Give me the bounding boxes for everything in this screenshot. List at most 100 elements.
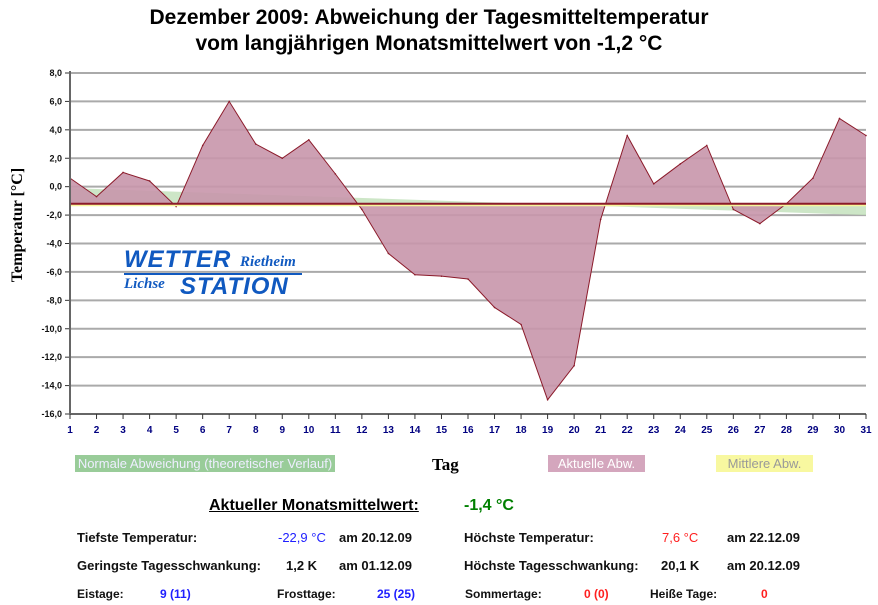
x-tick-label: 3 bbox=[120, 425, 126, 436]
data-point bbox=[599, 218, 602, 221]
monthly-mean-value: -1,4 °C bbox=[464, 497, 514, 514]
chart-svg: 8,0 6,0 4,0 2,0 0,0 -2,0 -4,0 -6,0 -8,0 -10,0 -12,… bbox=[9, 68, 872, 436]
ice-days-value: 9 (11) bbox=[160, 587, 191, 601]
legend-actual: Aktuelle Abw. bbox=[548, 455, 645, 472]
min-range-value: 1,2 K bbox=[286, 558, 318, 573]
data-point bbox=[148, 180, 151, 182]
x-tick-label: 26 bbox=[728, 425, 740, 436]
y-tick-label: -12,0 bbox=[41, 352, 62, 362]
x-tick-label: 13 bbox=[383, 425, 395, 436]
max-temp-date: am 22.12.09 bbox=[727, 530, 801, 545]
x-tick-label: 10 bbox=[303, 425, 315, 436]
y-tick-label: -2,0 bbox=[46, 210, 62, 220]
legend-mean: Mittlere Abw. bbox=[716, 455, 813, 472]
y-axis-label: Temperatur [°C] bbox=[9, 168, 26, 282]
data-point bbox=[228, 100, 230, 103]
mean-line-group bbox=[70, 202, 866, 207]
hot-days-label: Heiße Tage: bbox=[650, 587, 718, 601]
logo-lichse: Lichse bbox=[124, 276, 165, 292]
y-tick-label: -16,0 bbox=[41, 409, 62, 419]
data-point bbox=[254, 143, 257, 145]
data-point bbox=[308, 138, 310, 141]
data-point bbox=[493, 306, 496, 309]
summer-days-label: Sommertage: bbox=[465, 587, 542, 601]
y-tick-label: 2,0 bbox=[49, 153, 62, 163]
logo-divider bbox=[124, 273, 302, 275]
x-tick-label: 30 bbox=[834, 425, 846, 436]
x-tick-label: 19 bbox=[542, 425, 554, 436]
legend-normal: Normale Abweichung (theoretischer Verlau… bbox=[75, 455, 335, 472]
x-tick-label: 12 bbox=[356, 425, 368, 436]
axes: 8,0 6,0 4,0 2,0 0,0 -2,0 -4,0 -6,0 -8,0 -10,0 -12,… bbox=[41, 68, 872, 436]
x-tick-label: 11 bbox=[330, 425, 341, 436]
x-tick-label: 15 bbox=[436, 425, 448, 436]
chart-title-line2: vom langjährigen Monatsmittelwert von -1… bbox=[195, 32, 663, 55]
logo-wetter: WETTER bbox=[124, 246, 232, 273]
y-tick-label: 8,0 bbox=[49, 68, 62, 78]
x-tick-label: 7 bbox=[226, 425, 232, 436]
x-tick-label: 2 bbox=[94, 425, 100, 436]
x-tick-label: 31 bbox=[860, 425, 872, 436]
x-tick-label: 28 bbox=[781, 425, 793, 436]
min-temp-label: Tiefste Temperatur: bbox=[77, 530, 198, 545]
data-point bbox=[334, 173, 337, 175]
x-tick-label: 9 bbox=[279, 425, 285, 436]
y-tick-label: -10,0 bbox=[41, 324, 62, 334]
min-range-date: am 01.12.09 bbox=[339, 558, 413, 573]
min-temp-value: -22,9 °C bbox=[278, 530, 326, 545]
chart-title-line1: Dezember 2009: Abweichung der Tagesmitte… bbox=[149, 6, 709, 29]
y-tick-label: 0,0 bbox=[49, 182, 62, 192]
data-point bbox=[759, 222, 761, 225]
grid bbox=[70, 72, 866, 415]
data-point bbox=[414, 273, 416, 276]
y-tick-label: 4,0 bbox=[49, 125, 62, 135]
data-point bbox=[387, 252, 390, 255]
x-tick-label: 1 bbox=[67, 425, 73, 436]
data-point bbox=[201, 144, 204, 147]
max-temp-value: 7,6 °C bbox=[662, 530, 699, 545]
data-point bbox=[732, 208, 735, 211]
frost-days-value: 25 (25) bbox=[377, 587, 416, 601]
data-point bbox=[573, 364, 575, 367]
data-point bbox=[865, 134, 867, 137]
x-tick-label: 23 bbox=[648, 425, 660, 436]
data-point bbox=[95, 195, 98, 198]
data-point bbox=[520, 323, 522, 326]
frost-days-label: Frosttage: bbox=[277, 587, 336, 601]
data-point bbox=[812, 177, 814, 179]
logo: WETTER Rietheim Lichse STATION bbox=[124, 246, 302, 300]
x-tick-label: 29 bbox=[807, 425, 819, 436]
max-range-value: 20,1 K bbox=[661, 558, 700, 573]
data-point bbox=[122, 171, 124, 174]
min-temp-date: am 20.12.09 bbox=[339, 530, 413, 545]
logo-station: STATION bbox=[180, 273, 289, 300]
data-point bbox=[706, 144, 708, 147]
data-point bbox=[440, 275, 443, 277]
x-tick-label: 4 bbox=[147, 425, 153, 436]
x-tick-label: 18 bbox=[516, 425, 528, 436]
x-tick-label: 21 bbox=[595, 425, 607, 436]
data-point bbox=[467, 278, 469, 280]
max-range-date: am 20.12.09 bbox=[727, 558, 801, 573]
y-tick-label: 6,0 bbox=[49, 96, 62, 106]
data-point bbox=[281, 157, 284, 160]
x-tick-label: 14 bbox=[409, 425, 421, 436]
x-tick-label: 17 bbox=[489, 425, 501, 436]
hot-days-value: 0 bbox=[761, 587, 768, 601]
x-tick-label: 25 bbox=[701, 425, 713, 436]
data-point bbox=[361, 208, 363, 211]
actual-area bbox=[69, 100, 867, 401]
x-tick-label: 27 bbox=[754, 425, 766, 436]
actual-deviation-area bbox=[70, 101, 866, 400]
ice-days-label: Eistage: bbox=[77, 587, 124, 601]
y-tick-label: -8,0 bbox=[46, 295, 62, 305]
logo-rietheim: Rietheim bbox=[240, 254, 296, 270]
x-tick-label: 8 bbox=[253, 425, 259, 436]
x-tick-label: 24 bbox=[675, 425, 687, 436]
summer-days-value: 0 (0) bbox=[584, 587, 609, 601]
data-point bbox=[679, 163, 682, 165]
data-point bbox=[546, 398, 549, 401]
x-axis-label: Tag bbox=[432, 455, 459, 474]
y-tick-label: -4,0 bbox=[46, 239, 62, 249]
